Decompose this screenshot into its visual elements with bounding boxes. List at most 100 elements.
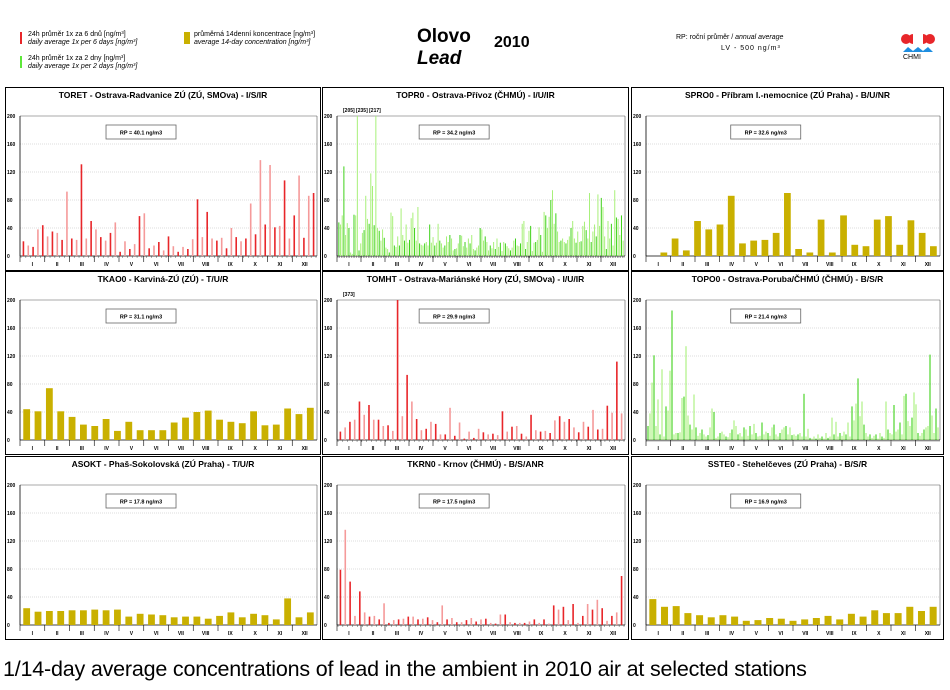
month-label: IX [228,262,233,268]
bar [563,242,565,256]
y-tick-label: 160 [7,511,16,517]
bar [515,426,518,440]
bar [368,223,370,256]
bar [885,216,892,256]
month-label: III [395,262,400,268]
bar [546,228,548,256]
chart-title: SSTE0 - Stehelčeves (ZÚ Praha) - B/S/R [708,458,867,469]
bar [511,247,513,256]
bar [544,430,547,440]
bar [458,422,461,440]
bar [274,227,276,256]
month-label: VI [154,262,159,268]
month-label: VIII [513,631,521,637]
month-label: XI [587,262,592,268]
bar [452,250,454,256]
bar [23,608,31,625]
bar [935,408,937,440]
bar [568,419,570,440]
bar [873,219,881,256]
bar [284,408,292,440]
bar [66,191,68,256]
bar [417,619,419,625]
legend-swatch-green [20,56,22,68]
chart-svg: SSTE0 - Stehelčeves (ZÚ Praha) - B/S/R 0 4… [633,458,941,637]
bar [567,239,569,256]
bar [909,426,911,440]
y-tick-label: 40 [324,410,330,416]
month-label: I [658,262,660,268]
bar [377,419,380,440]
bar [682,250,690,256]
bar [807,428,809,440]
month-label: X [253,446,257,452]
bar [557,609,560,625]
bar [813,436,815,440]
y-tick-label: 80 [633,198,639,204]
month-label: VII [802,631,809,637]
bar [839,433,841,440]
bar [703,434,705,440]
bar [498,246,500,256]
bar [558,242,560,256]
chart-title: TKRN0 - Krnov (ČHMÚ) - B/S/ANR [407,458,543,469]
bar [617,218,619,256]
bar [422,618,424,625]
bar [586,604,589,625]
bar [295,414,303,440]
bar [463,438,466,440]
chart-title: TOMHT - Ostrava-Mariánské Hory (ZÚ, SMOv… [367,273,585,284]
bar [520,433,523,440]
bar [387,249,389,256]
bar [396,300,399,440]
bar [344,427,346,440]
bar [525,436,528,440]
y-tick-label: 160 [633,142,642,148]
bar [523,221,525,256]
bar [907,220,915,256]
bar [420,244,422,256]
bar [102,419,110,440]
bar [513,240,515,256]
bar [713,412,715,440]
bar [891,434,893,440]
bar [550,200,552,256]
y-tick-label: 40 [7,595,13,601]
bar [543,619,545,625]
bar [102,610,110,625]
bar [254,234,257,256]
y-tick-label: 80 [324,567,330,573]
rp-note: RP: roční průměr / annual average LV - 5… [676,32,783,54]
bar [136,613,144,625]
bar [403,240,405,256]
bar [503,242,505,256]
bar [587,238,589,256]
bar [753,423,755,440]
bar [441,605,444,625]
bar [605,249,607,256]
month-label: II [372,262,375,268]
bar [193,616,201,625]
bar [339,569,342,625]
bar [707,435,709,440]
bar [338,222,340,256]
month-label: VII [490,262,497,268]
bar [474,250,476,256]
bar [368,405,370,440]
rp-box [730,124,802,140]
bar [356,116,358,256]
bar [238,423,246,440]
bar [837,436,839,440]
month-label: VII [490,446,497,452]
bar [784,193,791,256]
bar [555,213,557,256]
rp-box [105,308,177,324]
bar [558,416,561,440]
bar [312,193,315,256]
bar [775,434,777,440]
bar [455,622,458,625]
legend-daily2-cz: 24h průměr 1x za 2 dny [ng/m³] [28,55,126,62]
bar [767,433,769,440]
bar [225,248,228,256]
bar [742,620,750,625]
